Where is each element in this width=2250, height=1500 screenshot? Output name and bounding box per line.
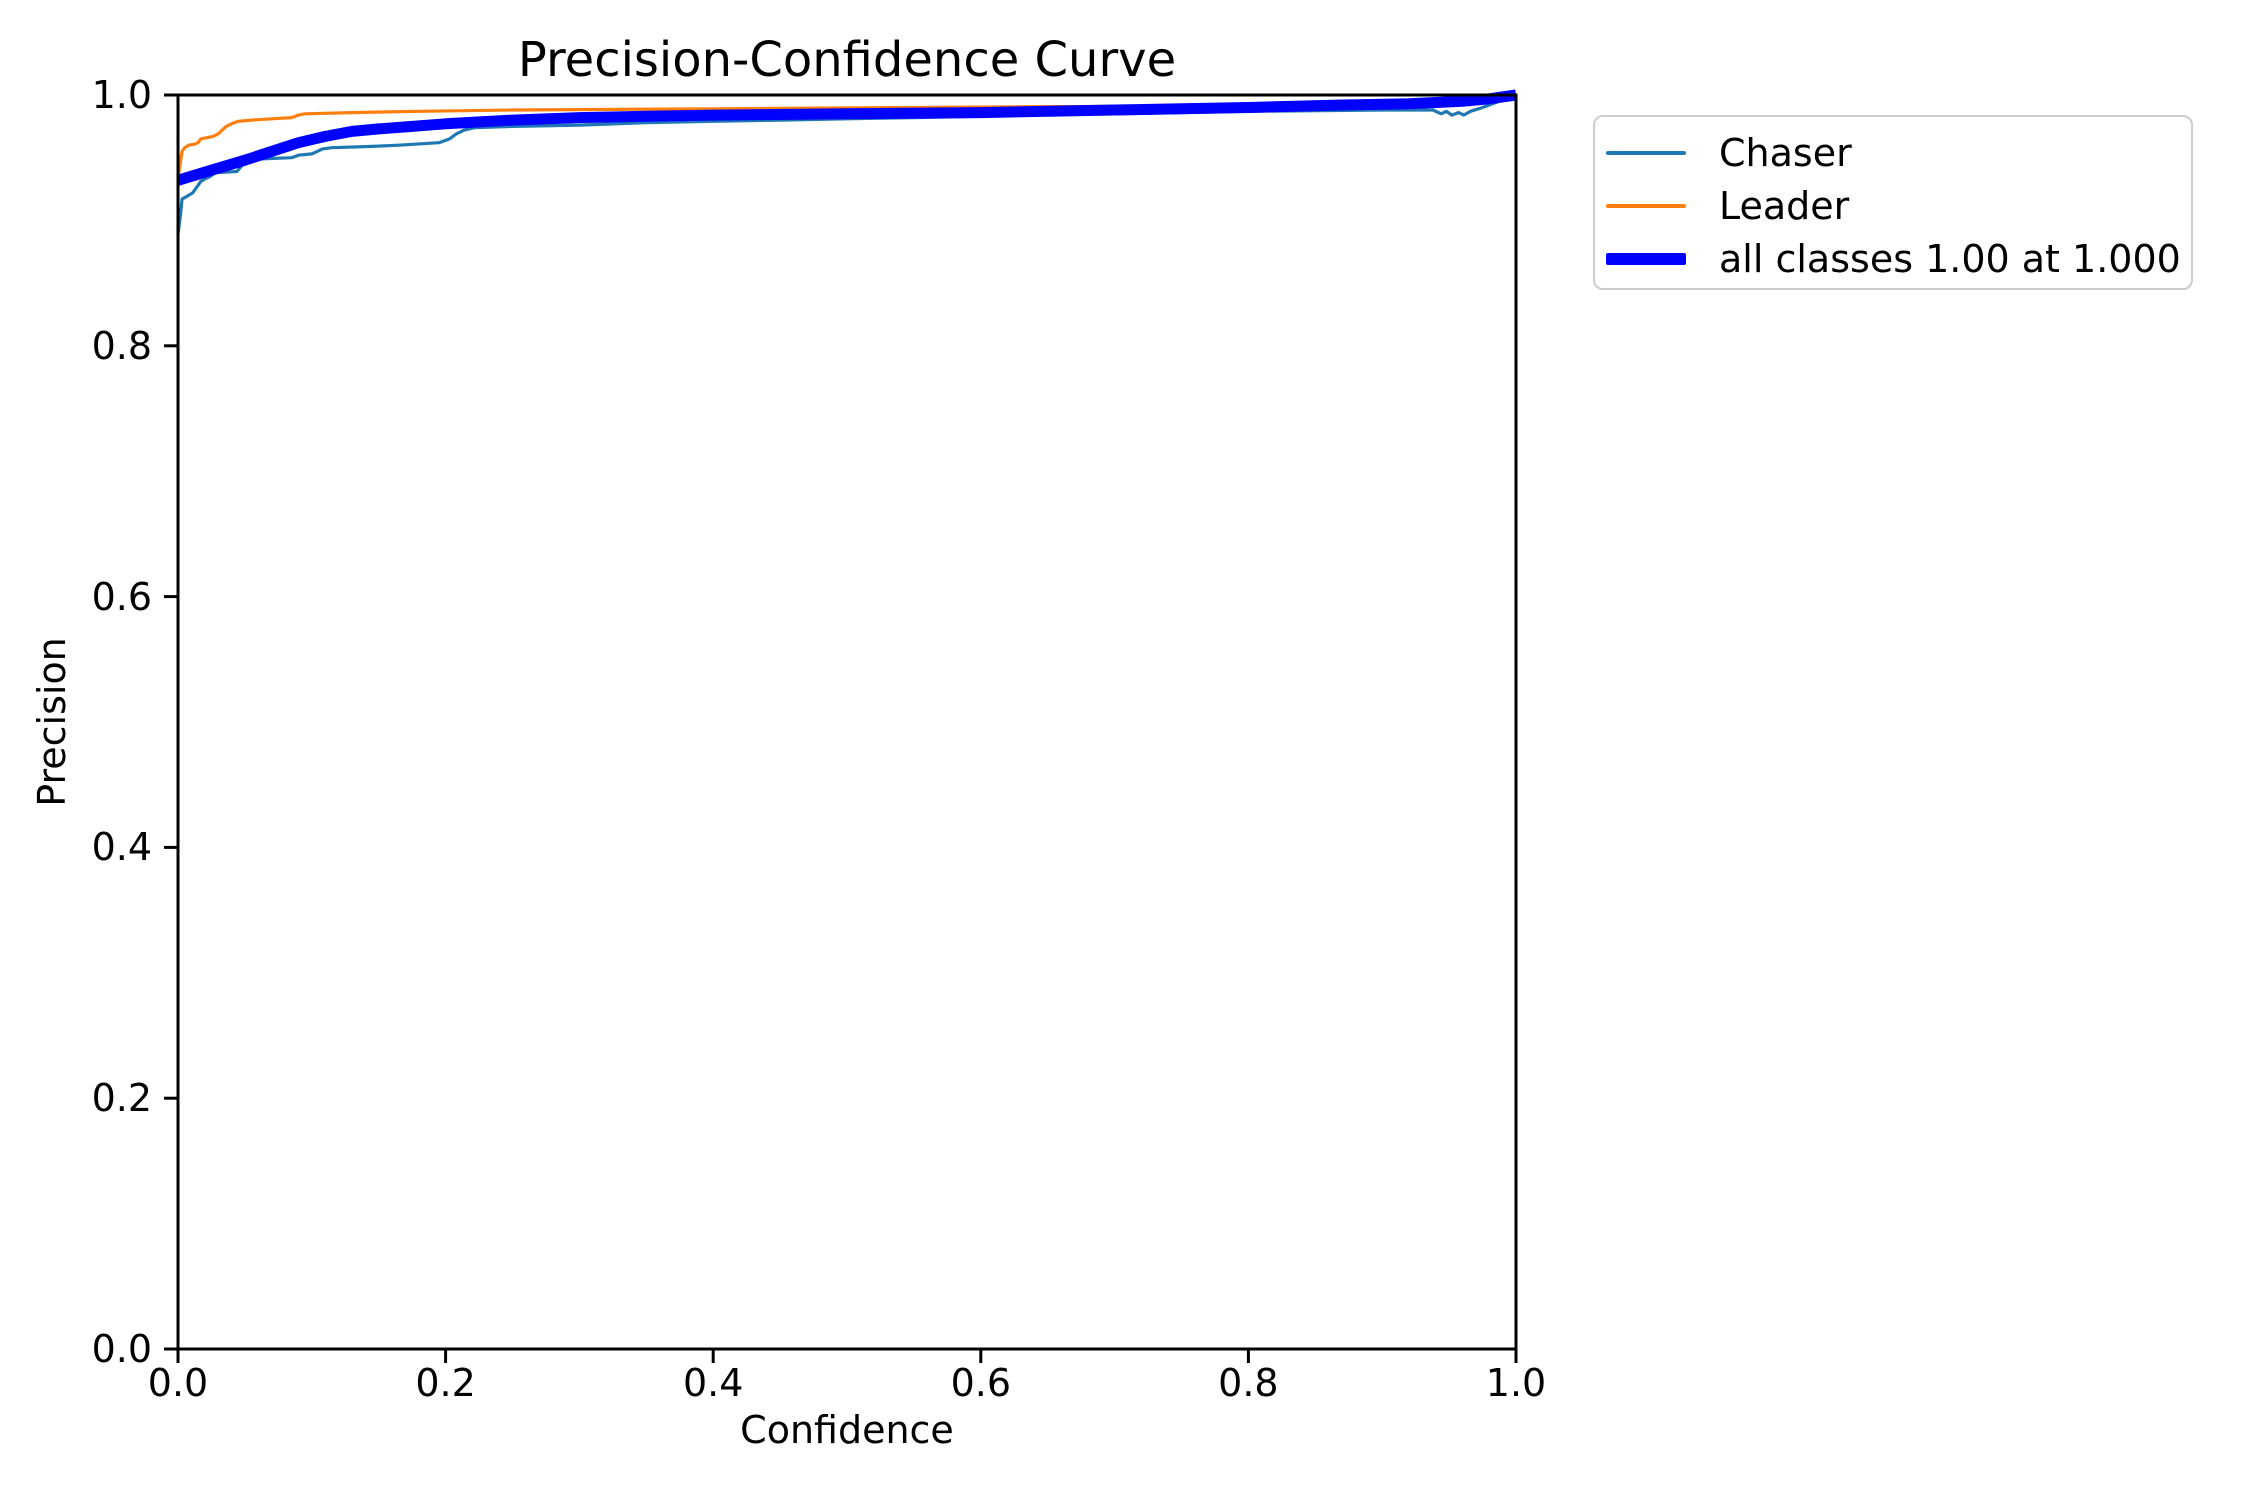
y-tick-label-0.0: 0.0 <box>91 1327 152 1371</box>
x-tick-label-0.2: 0.2 <box>415 1361 476 1405</box>
x-tick-label-0.6: 0.6 <box>950 1361 1012 1405</box>
legend-label-all-classes: all classes 1.00 at 1.000 <box>1719 236 2181 281</box>
axes-ticks <box>164 93 1518 1363</box>
chart-title: Precision-Confidence Curve <box>517 32 1177 88</box>
legend-item-leader: Leader <box>1606 179 2191 232</box>
legend-line-sample-leader <box>1606 203 1686 208</box>
legend-item-all-classes: all classes 1.00 at 1.000 <box>1606 232 2191 285</box>
legend: Chaser Leader all classes 1.00 at 1.000 <box>1593 115 2193 290</box>
legend-label-chaser: Chaser <box>1719 130 1852 175</box>
chaser-curve <box>176 93 1517 235</box>
y-tick-label-0.6: 0.6 <box>91 574 152 619</box>
y-tick-label-0.2: 0.2 <box>91 1076 152 1121</box>
x-tick-label-0.4: 0.4 <box>682 1361 744 1405</box>
legend-item-chaser: Chaser <box>1606 126 2191 179</box>
curves-group <box>176 89 1517 235</box>
all-classes-1-00-at-1-000-curve <box>176 89 1517 186</box>
y-tick-label-0.4: 0.4 <box>91 825 152 870</box>
x-tick-label-1.0: 1.0 <box>1485 1361 1547 1405</box>
legend-line-sample-all-classes <box>1606 252 1686 265</box>
y-axis-label: Precision <box>30 637 74 807</box>
legend-line-sample-chaser <box>1606 150 1686 155</box>
plot-border <box>176 93 1518 1351</box>
y-tick-label-1.0: 1.0 <box>91 73 152 117</box>
y-tick-label-0.8: 0.8 <box>91 323 152 368</box>
x-tick-label-0.0: 0.0 <box>147 1361 209 1405</box>
x-tick-label-0.8: 0.8 <box>1218 1361 1279 1405</box>
x-axis-label: Confidence <box>740 1408 954 1452</box>
axes-spines <box>176 93 1518 1351</box>
legend-label-leader: Leader <box>1719 183 1850 228</box>
